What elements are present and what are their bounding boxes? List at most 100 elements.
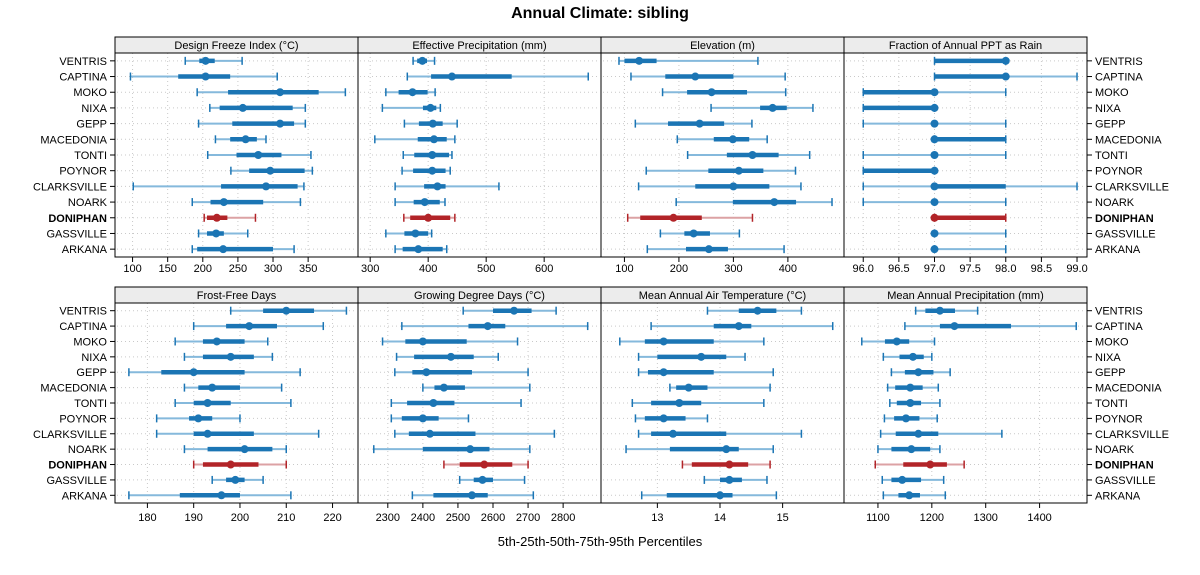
x-tick-label: 2300: [376, 512, 400, 524]
median-dot: [212, 337, 221, 346]
percentile-row-captina: [192, 322, 325, 331]
row-label-right-gassville: GASSVILLE: [1095, 228, 1156, 240]
median-dot: [201, 56, 210, 65]
row-label-right-macedonia: MACEDONIA: [1095, 383, 1162, 395]
percentile-row-tonti: [390, 399, 522, 407]
row-label-right-arkana: ARKANA: [1095, 244, 1141, 256]
x-tick-label: 300: [361, 263, 379, 275]
median-dot: [669, 429, 678, 438]
percentile-row-macedonia: [886, 383, 940, 392]
percentile-row-tonti: [862, 151, 1007, 159]
percentile-row-captina: [406, 72, 589, 81]
median-dot: [707, 88, 716, 97]
x-tick-label: 350: [299, 263, 317, 275]
percentile-row-macedonia: [676, 135, 768, 144]
percentile-row-tonti: [402, 151, 453, 159]
percentile-row-clarksville: [394, 429, 556, 438]
percentile-row-poynor: [862, 166, 939, 175]
percentile-row-nixa: [862, 103, 939, 112]
percentile-row-ventris: [933, 56, 1010, 65]
percentile-row-macedonia: [930, 135, 1007, 144]
row-label-right-noark: NOARK: [1095, 444, 1135, 456]
median-dot: [418, 56, 427, 65]
row-label-right-nixa: NIXA: [1095, 103, 1121, 115]
row-label-right-gepp: GEPP: [1095, 367, 1126, 379]
row-label-right-gepp: GEPP: [1095, 119, 1126, 131]
median-dot: [276, 119, 285, 128]
median-dot: [753, 306, 762, 315]
row-label-left-doniphan: DONIPHAN: [48, 213, 107, 225]
median-dot: [208, 383, 217, 392]
median-dot: [715, 491, 724, 500]
median-dot: [282, 306, 291, 315]
x-tick-label: 2700: [516, 512, 540, 524]
median-dot: [428, 151, 437, 159]
median-dot: [930, 151, 939, 159]
panel-fraction-of-annual-ppt-as-rain-strip-title: Fraction of Annual PPT as Rain: [889, 40, 1042, 52]
median-dot: [691, 72, 700, 81]
median-dot: [901, 414, 910, 423]
median-dot: [950, 322, 959, 331]
median-dot: [219, 245, 228, 254]
percentile-row-macedonia: [214, 135, 267, 144]
median-dot: [930, 166, 939, 175]
percentile-row-nixa: [882, 352, 933, 361]
row-label-left-nixa: NIXA: [81, 352, 107, 364]
percentile-row-noark: [373, 445, 531, 454]
row-label-left-noark: NOARK: [68, 197, 108, 209]
median-dot: [478, 475, 487, 484]
percentile-row-macedonia: [669, 383, 771, 392]
percentile-row-clarksville: [879, 429, 1003, 438]
median-dot: [254, 151, 263, 159]
percentile-row-gepp: [403, 119, 458, 128]
row-label-right-captina: CAPTINA: [1095, 72, 1143, 84]
percentile-row-tonti: [686, 151, 811, 159]
median-dot: [689, 229, 698, 238]
x-tick-label: 200: [194, 263, 212, 275]
row-label-right-nixa: NIXA: [1095, 352, 1121, 364]
x-tick-label: 2800: [551, 512, 575, 524]
row-label-left-doniphan: DONIPHAN: [48, 460, 107, 472]
median-dot: [905, 491, 914, 500]
panel-growing-degree-days-c-strip-title: Growing Degree Days (°C): [414, 290, 545, 302]
median-dot: [728, 135, 737, 144]
panel-mean-annual-air-temperature-c-strip-title: Mean Annual Air Temperature (°C): [639, 290, 806, 302]
median-dot: [697, 352, 706, 361]
percentile-row-macedonia: [183, 383, 283, 392]
median-dot: [734, 166, 743, 175]
percentile-row-doniphan: [930, 213, 1007, 222]
x-tick-label: 100: [615, 263, 633, 275]
percentile-row-gassville: [458, 475, 526, 484]
panel-effective-precipitation-mm-strip-title: Effective Precipitation (mm): [412, 40, 546, 52]
percentile-row-nixa: [710, 103, 814, 112]
percentile-row-noark: [191, 198, 302, 207]
percentile-row-gassville: [211, 475, 264, 484]
x-axis-label: 5th-25th-50th-75th-95th Percentiles: [497, 534, 703, 549]
median-dot: [483, 322, 492, 331]
row-label-right-clarksville: CLARKSVILLE: [1095, 429, 1169, 441]
panel-mean-annual-precipitation-mm-strip-title: Mean Annual Precipitation (mm): [887, 290, 1044, 302]
median-dot: [914, 368, 923, 377]
median-dot: [219, 198, 228, 207]
percentile-row-gepp: [862, 119, 1007, 128]
row-label-right-tonti: TONTI: [1095, 150, 1128, 162]
percentile-row-moko: [381, 337, 519, 346]
percentile-row-gepp: [890, 368, 951, 377]
median-dot: [930, 229, 939, 238]
percentile-row-clarksville: [155, 429, 320, 438]
median-dot: [414, 245, 423, 254]
row-label-right-arkana: ARKANA: [1095, 490, 1141, 502]
percentile-row-poynor: [390, 414, 470, 423]
median-dot: [418, 337, 427, 346]
percentile-row-doniphan: [874, 460, 965, 469]
percentile-row-ventris: [706, 306, 803, 315]
x-tick-label: 97.5: [959, 263, 980, 275]
x-tick-label: 400: [779, 263, 797, 275]
percentile-row-gassville: [881, 475, 945, 484]
percentile-row-captina: [933, 72, 1078, 81]
row-label-left-clarksville: CLARKSVILLE: [33, 181, 107, 193]
percentile-row-moko: [862, 88, 1007, 97]
percentile-row-gepp: [197, 119, 307, 128]
median-dot: [422, 368, 431, 377]
